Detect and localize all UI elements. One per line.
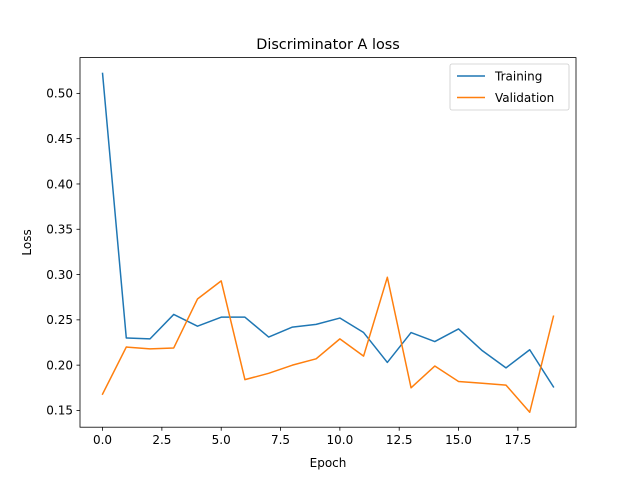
x-tick-label: 12.5 <box>386 433 413 447</box>
x-tick-label: 7.5 <box>271 433 290 447</box>
y-tick-label: 0.25 <box>46 313 73 327</box>
plot-area-frame <box>79 57 577 428</box>
x-tick-label: 10.0 <box>327 433 354 447</box>
legend: Training Validation <box>449 63 570 111</box>
x-tick-label: 2.5 <box>152 433 171 447</box>
x-tick-label: 0.0 <box>93 433 112 447</box>
x-tick-label: 17.5 <box>504 433 531 447</box>
x-axis-ticks: 0.0 2.5 5.0 7.5 10.0 12.5 15.0 17.5 <box>93 427 531 447</box>
y-tick-label: 0.20 <box>46 358 73 372</box>
series-line-training <box>101 72 555 388</box>
series-line-validation <box>101 276 555 413</box>
y-tick-label: 0.40 <box>46 177 73 191</box>
legend-label-training: Training <box>494 69 542 83</box>
y-axis-ticks: 0.15 0.20 0.25 0.30 0.35 0.40 0.45 0.50 <box>46 87 80 418</box>
legend-label-validation: Validation <box>495 91 554 105</box>
y-tick-label: 0.50 <box>46 87 73 101</box>
y-axis-label: Loss <box>20 229 34 255</box>
y-tick-label: 0.45 <box>46 132 73 146</box>
x-axis-label: Epoch <box>310 456 347 470</box>
y-tick-label: 0.35 <box>46 223 73 237</box>
y-tick-label: 0.15 <box>46 404 73 418</box>
x-tick-label: 15.0 <box>445 433 472 447</box>
chart-title: Discriminator A loss <box>256 37 400 53</box>
series-layer <box>101 72 555 413</box>
x-tick-label: 5.0 <box>212 433 231 447</box>
y-tick-label: 0.30 <box>46 268 73 282</box>
